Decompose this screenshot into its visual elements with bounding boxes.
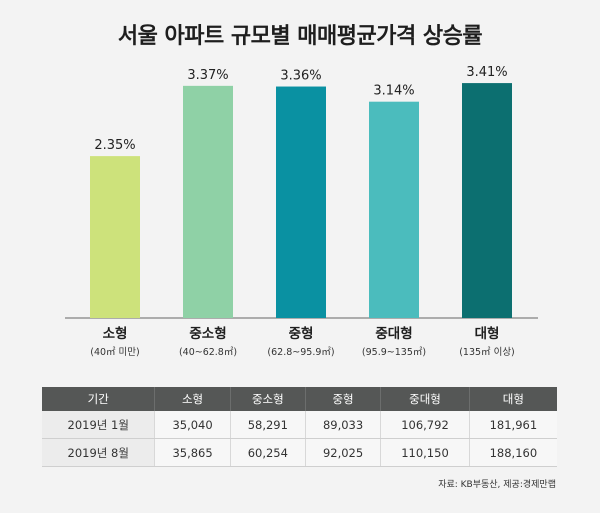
- bar-value-label: 3.41%: [466, 65, 507, 80]
- table-cell: 188,160: [468, 438, 557, 467]
- table-cell: 35,865: [154, 438, 231, 467]
- table-header-cell: 중형: [304, 387, 381, 411]
- category-label: 중대형: [375, 325, 412, 342]
- category-label: 중형: [289, 325, 314, 342]
- table-row: 2019년 1월 35,040 58,291 89,033 106,792 181,961: [42, 411, 557, 439]
- category-label: 대형: [475, 325, 500, 342]
- table-body: 2019년 1월 35,040 58,291 89,033 106,792 181,961…: [42, 411, 557, 467]
- bar-value-label: 3.36%: [280, 69, 321, 84]
- bar-2: [183, 85, 233, 318]
- table-cell: 181,961: [468, 411, 557, 439]
- category-label: 소형: [103, 325, 128, 342]
- table-header-cell: 대형: [468, 387, 557, 411]
- category-sublabel: (135㎡ 이상): [459, 347, 515, 358]
- table-header-cell: 중대형: [380, 387, 470, 411]
- table-header-row: 기간 소형 중소형 중형 중대형 대형: [42, 387, 557, 411]
- table-cell: 35,040: [154, 411, 231, 439]
- source-note: 자료: KB부동산, 제공:경제만랩: [438, 480, 556, 490]
- category-label: 중소형: [189, 325, 226, 342]
- table-cell: 110,150: [380, 438, 470, 467]
- table-cell: 89,033: [304, 411, 381, 439]
- bar-1: [90, 156, 140, 318]
- category-sublabel: (95.9~135㎡): [362, 347, 426, 358]
- table-row: 2019년 8월 35,865 60,254 92,025 110,150 188,160: [42, 438, 557, 467]
- table-header-cell: 중소형: [229, 387, 306, 411]
- table-header-cell: 기간: [42, 387, 155, 411]
- table-cell: 58,291: [229, 411, 306, 439]
- bar-3: [276, 86, 326, 319]
- price-table: 기간 소형 중소형 중형 중대형 대형 2019년 1월 35,040 58,291 89,03…: [42, 387, 557, 467]
- table-cell: 106,792: [380, 411, 470, 439]
- bar-4: [369, 101, 419, 318]
- category-sublabel: (62.8~95.9㎡): [267, 347, 334, 358]
- table-cell: 60,254: [229, 438, 306, 467]
- table-cell: 2019년 1월: [42, 411, 155, 439]
- bar-value-label: 3.14%: [373, 84, 414, 99]
- category-sublabel: (40㎡ 미만): [90, 347, 140, 358]
- bar-value-label: 2.35%: [94, 138, 135, 153]
- table-cell: 92,025: [304, 438, 381, 467]
- table-header-cell: 소형: [154, 387, 231, 411]
- table-cell: 2019년 8월: [42, 438, 155, 467]
- category-sublabel: (40~62.8㎡): [179, 347, 237, 358]
- bar-value-label: 3.37%: [187, 68, 228, 83]
- chart-title: 서울 아파트 규모별 매매평균가격 상승률: [117, 24, 483, 49]
- bar-5: [462, 83, 512, 318]
- bar-chart: 2.35% 소형 (40㎡ 미만) 3.37% 중소형 (40~62.8㎡) 3.36% 중형…: [65, 65, 538, 358]
